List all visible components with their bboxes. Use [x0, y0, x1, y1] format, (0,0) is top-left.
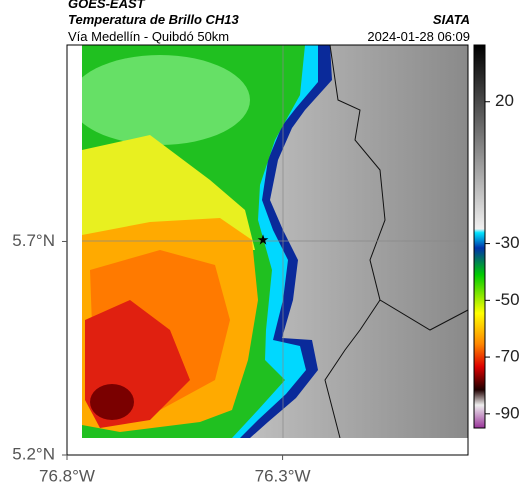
colorbar-tick-label: -30 — [495, 233, 520, 252]
route: Vía Medellín - Quibdó 50km — [68, 29, 229, 44]
colorbar-tick-label: -50 — [495, 290, 520, 309]
y-tick-label: 5.7°N — [12, 231, 55, 250]
satellite-image: ★ — [82, 45, 468, 438]
map-frame — [66, 44, 469, 456]
source: GOES-EAST — [68, 0, 146, 11]
svg-text:★: ★ — [257, 232, 270, 248]
x-tick-label: 76.3°W — [255, 466, 311, 485]
datetime: 2024-01-28 06:09 — [367, 29, 470, 44]
product: Temperatura de Brillo CH13 — [68, 12, 240, 27]
colorbar-tick-label: -70 — [495, 347, 520, 366]
agency: SIATA — [433, 12, 470, 27]
colorbar-tick-label: -90 — [495, 403, 520, 422]
x-tick-label: 76.8°W — [39, 466, 95, 485]
colorbar-tick-label: 20 — [495, 91, 514, 110]
y-tick-label: 5.2°N — [12, 444, 55, 463]
colorbar — [473, 44, 486, 429]
